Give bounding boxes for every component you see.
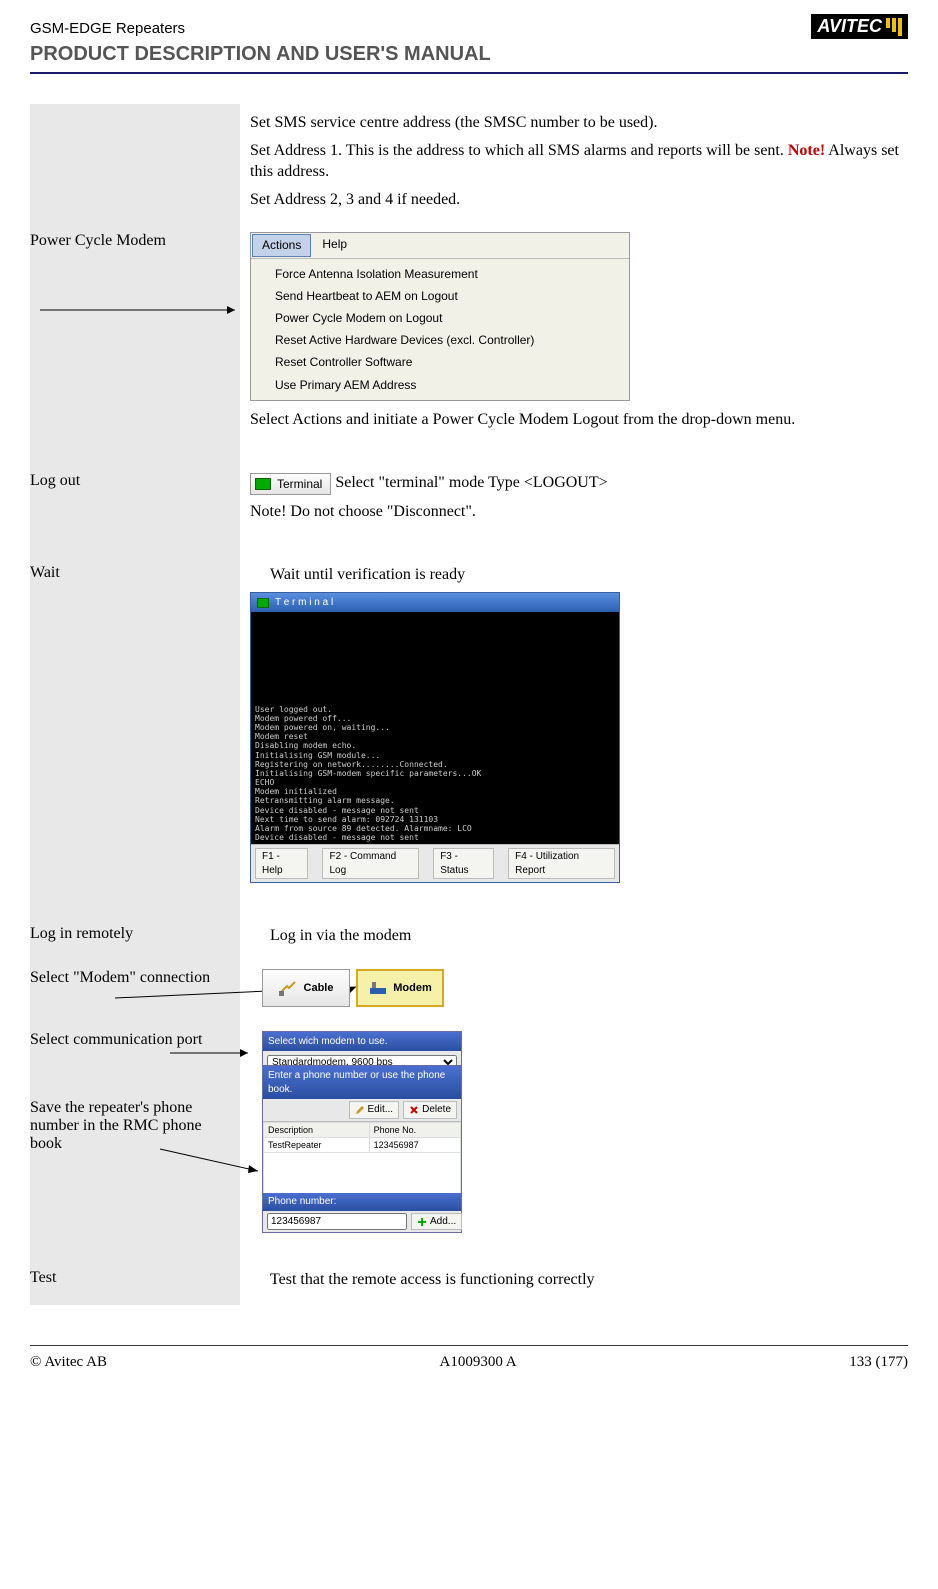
menu-item[interactable]: Use Primary AEM Address bbox=[251, 374, 629, 396]
footer-right: 133 (177) bbox=[849, 1354, 908, 1371]
power-cycle-text: Select Actions and initiate a Power Cycl… bbox=[250, 409, 908, 431]
add-icon bbox=[417, 1217, 427, 1227]
table-row[interactable]: TestRepeater 123456987 bbox=[264, 1138, 461, 1153]
label-power-cycle: Power Cycle Modem bbox=[30, 232, 228, 250]
menu-actions[interactable]: Actions bbox=[252, 234, 311, 256]
arrow-icon bbox=[30, 1039, 260, 1069]
menu-item[interactable]: Send Heartbeat to AEM on Logout bbox=[251, 285, 629, 307]
menu-item[interactable]: Reset Controller Software bbox=[251, 351, 629, 373]
cable-button[interactable]: Cable bbox=[262, 969, 350, 1007]
label-login-remote: Log in remotely bbox=[30, 925, 228, 943]
terminal-f2[interactable]: F2 - Command Log bbox=[322, 848, 419, 879]
logout-note: Note! Do not choose "Disconnect". bbox=[250, 501, 908, 523]
intro-p3: Set Address 2, 3 and 4 if needed. bbox=[250, 189, 908, 211]
dialog-header: Select wich modem to use. bbox=[263, 1032, 461, 1052]
phone-number-input[interactable] bbox=[267, 1213, 407, 1231]
phone-number-label: Phone number: bbox=[263, 1193, 461, 1211]
header-section: PRODUCT DESCRIPTION AND USER'S MANUAL bbox=[30, 43, 908, 74]
actions-menu-screenshot: Actions Help Force Antenna Isolation Mea… bbox=[250, 232, 630, 400]
menubar: Actions Help bbox=[251, 233, 629, 258]
phone-table: Description Phone No. TestRepeater 12345… bbox=[263, 1122, 461, 1193]
label-wait: Wait bbox=[30, 564, 228, 582]
terminal-body: User logged out. Modem powered off... Mo… bbox=[251, 612, 619, 844]
terminal-f4[interactable]: F4 - Utilization Report bbox=[508, 848, 615, 879]
logo-text: AVITEC bbox=[817, 16, 882, 37]
terminal-icon bbox=[257, 598, 269, 608]
terminal-f3[interactable]: F3 - Status bbox=[433, 848, 494, 879]
label-logout: Log out bbox=[30, 472, 228, 490]
terminal-window-screenshot: T e r m i n a l User logged out. Modem p… bbox=[250, 592, 620, 884]
footer-left: © Avitec AB bbox=[30, 1354, 107, 1371]
terminal-icon bbox=[255, 478, 271, 490]
arrow-icon bbox=[30, 1121, 270, 1201]
connection-buttons: Cable Modem bbox=[262, 969, 908, 1007]
test-text: Test that the remote access is functioni… bbox=[270, 1269, 908, 1291]
terminal-footer: F1 - Help F2 - Command Log F3 - Status F… bbox=[251, 844, 619, 882]
add-button[interactable]: Add... bbox=[411, 1213, 462, 1231]
header-logo: AVITEC bbox=[811, 14, 908, 39]
col-description: Description bbox=[264, 1122, 370, 1137]
wait-text: Wait until verification is ready bbox=[270, 564, 908, 586]
header-title: GSM-EDGE Repeaters bbox=[30, 20, 908, 37]
arrow-icon bbox=[30, 284, 240, 384]
edit-icon bbox=[355, 1105, 365, 1115]
dialog-header: Enter a phone number or use the phone bo… bbox=[263, 1066, 461, 1099]
logout-line: Terminal Select "terminal" mode Type <LO… bbox=[250, 472, 908, 494]
terminal-f1[interactable]: F1 - Help bbox=[255, 848, 308, 879]
actions-dropdown: Force Antenna Isolation Measurement Send… bbox=[251, 259, 629, 400]
label-test: Test bbox=[30, 1269, 228, 1287]
menu-item[interactable]: Reset Active Hardware Devices (excl. Con… bbox=[251, 329, 629, 351]
left-spacer bbox=[30, 104, 240, 224]
terminal-log: User logged out. Modem powered off... Mo… bbox=[255, 705, 615, 843]
intro-p2: Set Address 1. This is the address to wh… bbox=[250, 140, 908, 183]
page-footer: © Avitec AB A1009300 A 133 (177) bbox=[30, 1345, 908, 1371]
modem-icon bbox=[368, 980, 388, 996]
logo-bars-icon bbox=[886, 18, 902, 36]
footer-center: A1009300 A bbox=[440, 1354, 517, 1371]
login-remote-text: Log in via the modem bbox=[270, 925, 908, 947]
col-phone: Phone No. bbox=[369, 1122, 460, 1137]
menu-item[interactable]: Power Cycle Modem on Logout bbox=[251, 307, 629, 329]
terminal-title-bar: T e r m i n a l bbox=[251, 593, 619, 613]
delete-icon bbox=[409, 1105, 419, 1115]
menu-item[interactable]: Force Antenna Isolation Measurement bbox=[251, 263, 629, 285]
delete-button[interactable]: Delete bbox=[403, 1101, 457, 1119]
terminal-button[interactable]: Terminal bbox=[250, 473, 331, 495]
intro-p1: Set SMS service centre address (the SMSC… bbox=[250, 112, 908, 134]
phone-book-dialog: Enter a phone number or use the phone bo… bbox=[262, 1065, 462, 1233]
edit-button[interactable]: Edit... bbox=[349, 1101, 400, 1119]
cable-icon bbox=[279, 980, 299, 996]
menu-help[interactable]: Help bbox=[312, 233, 357, 257]
modem-button[interactable]: Modem bbox=[356, 969, 444, 1007]
